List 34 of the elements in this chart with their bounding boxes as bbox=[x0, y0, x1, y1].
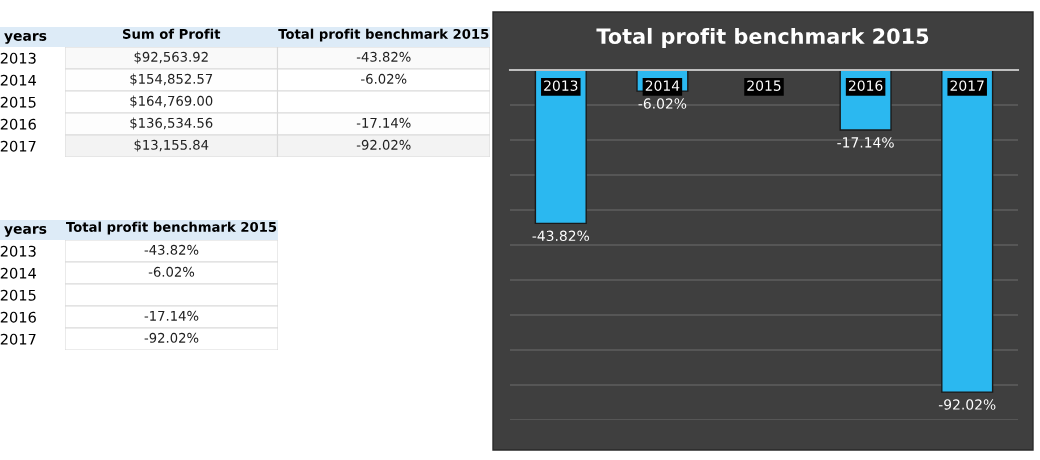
data-label: -92.02% bbox=[144, 332, 199, 343]
data-label: $164,769.00 bbox=[130, 95, 213, 108]
data-label: -17.14% bbox=[356, 117, 411, 128]
y-tick-label: 2016 bbox=[0, 311, 36, 323]
data-label: -6.02% bbox=[361, 73, 407, 84]
y-tick-label: 2017 bbox=[0, 140, 36, 152]
data-label: -43.82% bbox=[532, 230, 590, 242]
x-tick-label: 2017 bbox=[950, 80, 984, 91]
y-tick-label: 2015 bbox=[0, 96, 36, 108]
y-tick-label: 2013 bbox=[0, 52, 36, 64]
y-tick-label: 2014 bbox=[0, 267, 37, 279]
y-tick-label: 2016 bbox=[0, 118, 36, 130]
x-tick-label: 2016 bbox=[848, 80, 883, 91]
data-label: -6.02% bbox=[638, 98, 687, 109]
data-label: -17.14% bbox=[144, 310, 199, 321]
x-tick-label: 2013 bbox=[544, 80, 578, 91]
data-label: $13,155.84 bbox=[134, 139, 209, 152]
data-label: $154,852.57 bbox=[130, 73, 213, 86]
y-axis-title: years bbox=[4, 225, 47, 237]
data-label: -43.82% bbox=[144, 244, 199, 255]
data-label: -6.02% bbox=[148, 266, 195, 277]
data-label: $92,563.92 bbox=[134, 51, 208, 64]
data-label: -43.82% bbox=[356, 51, 411, 62]
data-label: -17.14% bbox=[837, 137, 894, 148]
data-label: -92.02% bbox=[938, 399, 996, 410]
y-tick-label: 2015 bbox=[0, 289, 36, 301]
x-tick-label: 2014 bbox=[645, 80, 680, 91]
data-label: $136,534.56 bbox=[130, 117, 213, 130]
y-axis-title: years bbox=[4, 32, 47, 44]
data-label: -92.02% bbox=[356, 139, 411, 150]
y-tick-label: 2013 bbox=[0, 245, 36, 257]
x-tick-label: Sum of Profit bbox=[122, 28, 221, 39]
x-tick-label: 2015 bbox=[747, 80, 781, 91]
y-tick-label: 2017 bbox=[0, 333, 36, 345]
